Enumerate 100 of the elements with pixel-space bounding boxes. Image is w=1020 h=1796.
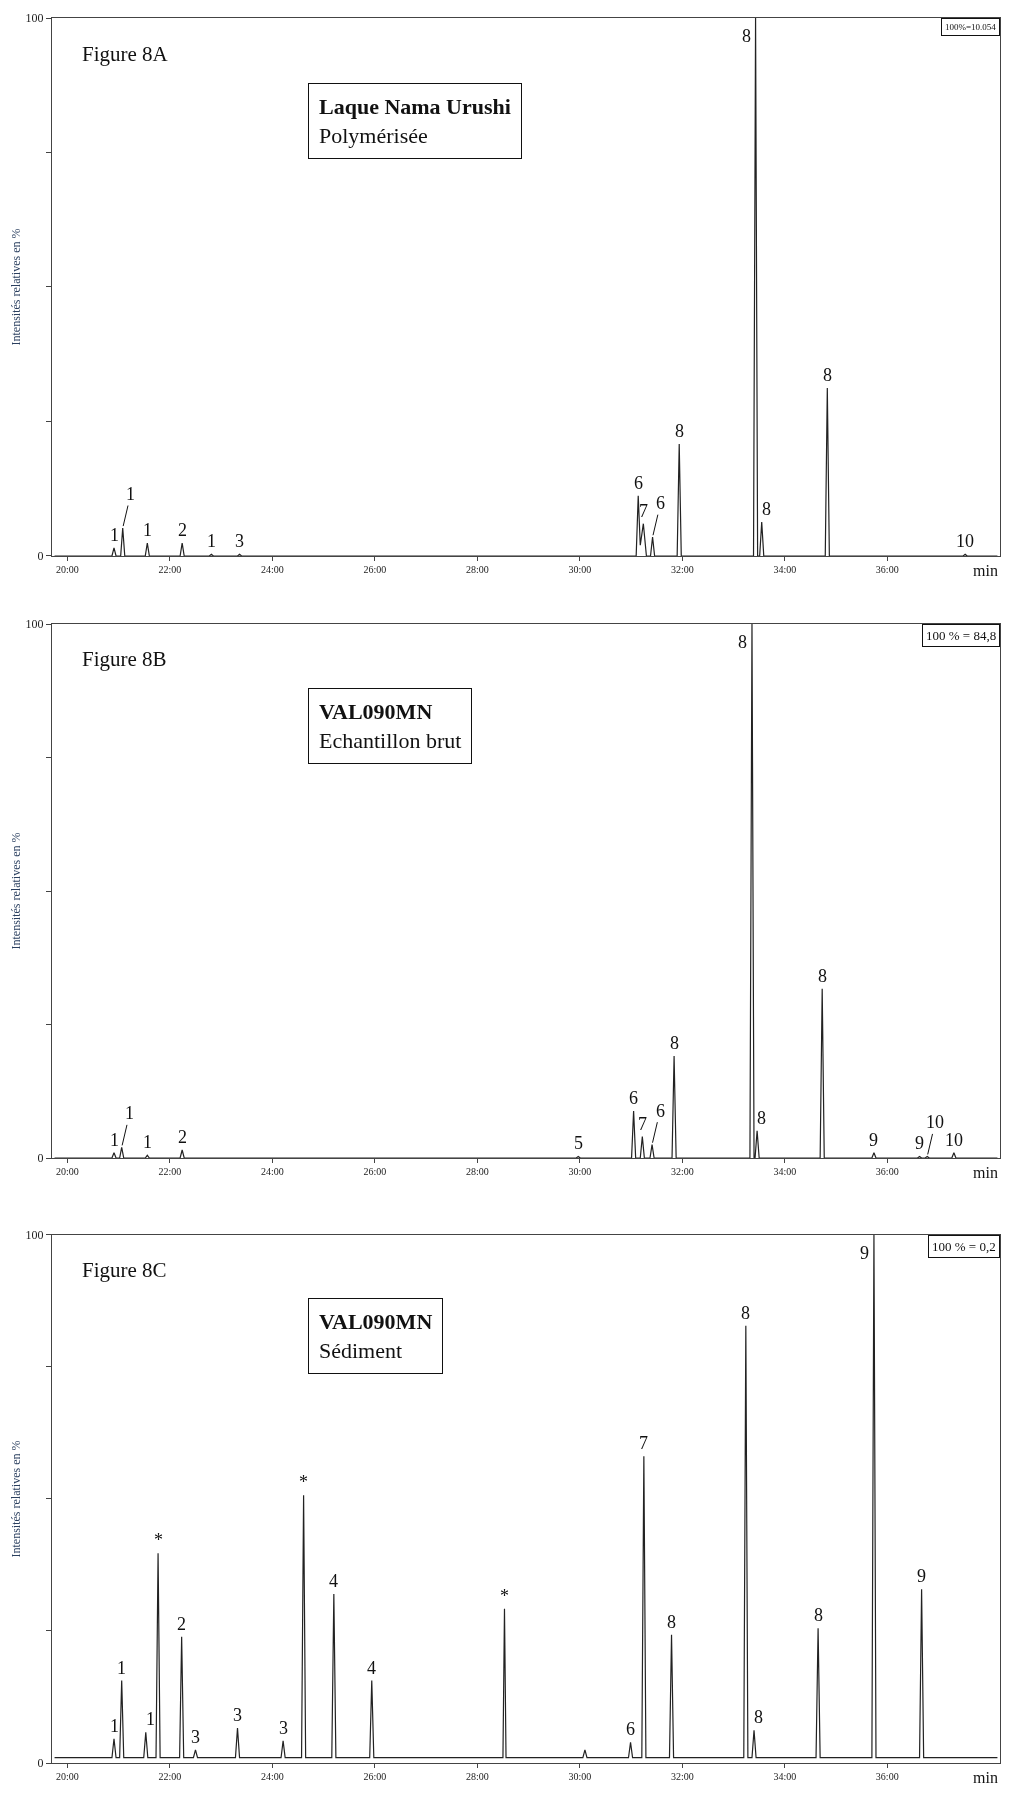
annotation: 3	[235, 531, 244, 551]
x-tick-label: 28:00	[465, 1771, 489, 1782]
y-tick-label: 0	[37, 549, 44, 564]
annotation: 6	[626, 1719, 635, 1739]
annotation: 10	[926, 1112, 944, 1132]
annotation: 3	[191, 1727, 200, 1747]
x-tick-label: 26:00	[363, 563, 387, 575]
annotation: 9	[915, 1133, 924, 1153]
annotation: 4	[367, 1658, 376, 1678]
text: Figure 8B	[82, 647, 167, 671]
x-tick-label: 36:00	[875, 563, 899, 575]
y-tick-label: 0	[37, 1151, 44, 1166]
annotation: 7	[639, 1433, 648, 1453]
annotation: 8	[814, 1605, 823, 1625]
text: Figure 8A	[82, 42, 169, 66]
annotation: 8	[823, 365, 832, 385]
y-tick-label: 100	[25, 11, 44, 26]
y-axis-title: Intensités relatives en %	[8, 1440, 23, 1558]
annotation: 8	[754, 1707, 763, 1727]
annotation: 1	[110, 1716, 119, 1736]
annotation: 1	[125, 1103, 134, 1123]
x-tick-label: 30:00	[568, 1166, 592, 1178]
annotation: 8	[675, 421, 684, 441]
x-tick-label: 26:00	[363, 1771, 387, 1782]
annotation: 8	[738, 632, 747, 652]
annotation: 1	[110, 1130, 119, 1150]
annotation: 10	[945, 1130, 963, 1150]
annotation: 4	[329, 1571, 338, 1591]
x-axis-title: min	[973, 1769, 998, 1786]
annotation: 8	[757, 1108, 766, 1128]
x-tick-label: 24:00	[260, 1166, 284, 1178]
x-tick-label: 30:00	[568, 1771, 592, 1782]
annotation: 3	[233, 1705, 242, 1725]
annotation: 9	[860, 1243, 869, 1263]
annotation: 1	[143, 1132, 152, 1152]
annotation: 6	[634, 473, 643, 493]
annotation: 9	[869, 1130, 878, 1150]
annotation: 8	[742, 26, 751, 46]
annotation: 2	[177, 1614, 186, 1634]
x-tick-label: 22:00	[158, 563, 182, 575]
annotation: 8	[762, 499, 771, 519]
x-tick-label: 22:00	[158, 1771, 182, 1782]
x-tick-label: 26:00	[363, 1166, 387, 1178]
y-axis-title: Intensités relatives en %	[8, 228, 23, 346]
annotation: 1	[117, 1658, 126, 1678]
annotation: 9	[917, 1566, 926, 1586]
x-tick-label: 32:00	[670, 563, 694, 575]
annotation: VAL090MN	[319, 699, 433, 724]
x-tick-label: 36:00	[875, 1771, 899, 1782]
annotation: Polymérisée	[319, 122, 428, 148]
x-tick-label: 24:00	[260, 563, 284, 575]
annotation: 3	[279, 1718, 288, 1738]
annotation: 6	[656, 1101, 665, 1121]
annotation: 1	[207, 531, 216, 551]
x-axis-title: min	[973, 562, 998, 579]
annotation: Sédiment	[319, 1337, 403, 1363]
x-tick-label: 20:00	[55, 1771, 79, 1782]
x-tick-label: 30:00	[568, 563, 592, 575]
annotation: 100 % = 0,2	[932, 1239, 996, 1254]
annotation: 2	[178, 1127, 187, 1147]
x-tick-label: 28:00	[465, 563, 489, 575]
x-tick-label: 28:00	[465, 1166, 489, 1178]
annotation: *	[500, 1586, 509, 1606]
x-axis-title: min	[973, 1164, 998, 1181]
annotation: 7	[638, 1114, 647, 1134]
annotation: 1	[110, 525, 119, 545]
annotation: *	[299, 1472, 308, 1492]
annotation: *	[154, 1530, 163, 1550]
annotation: 8	[670, 1033, 679, 1053]
annotation: 2	[178, 520, 187, 540]
annotation: 8	[667, 1612, 676, 1632]
y-tick-label: 0	[37, 1756, 44, 1771]
x-tick-label: 34:00	[773, 1166, 797, 1178]
annotation: 8	[741, 1303, 750, 1323]
annotation: 100 % = 84,8	[926, 628, 997, 643]
annotation: 1	[126, 484, 135, 504]
x-tick-label: 22:00	[158, 1166, 182, 1178]
annotation: 100%=10.054	[945, 22, 997, 32]
x-tick-label: 32:00	[670, 1166, 694, 1178]
annotation: Laque Nama Urushi	[319, 94, 511, 119]
annotation: VAL090MN	[319, 1309, 433, 1334]
annotation: 6	[656, 493, 665, 513]
annotation: 1	[146, 1709, 155, 1729]
x-tick-label: 36:00	[875, 1166, 899, 1178]
x-tick-label: 20:00	[55, 563, 79, 575]
x-tick-label: 24:00	[260, 1771, 284, 1782]
x-tick-label: 34:00	[773, 563, 797, 575]
x-tick-label: 32:00	[670, 1771, 694, 1782]
annotation: 10	[956, 531, 974, 551]
y-axis-title: Intensités relatives en %	[8, 832, 23, 950]
x-tick-label: 20:00	[55, 1166, 79, 1178]
x-tick-label: 34:00	[773, 1771, 797, 1782]
annotation: 7	[639, 501, 648, 521]
line-series	[53, 1234, 999, 1759]
annotation: Echantillon brut	[319, 727, 462, 753]
annotation: 6	[629, 1088, 638, 1108]
y-tick-label: 100	[25, 617, 44, 632]
y-tick-label: 100	[25, 1228, 44, 1243]
text: Figure 8C	[82, 1258, 167, 1282]
annotation: 1	[143, 520, 152, 540]
